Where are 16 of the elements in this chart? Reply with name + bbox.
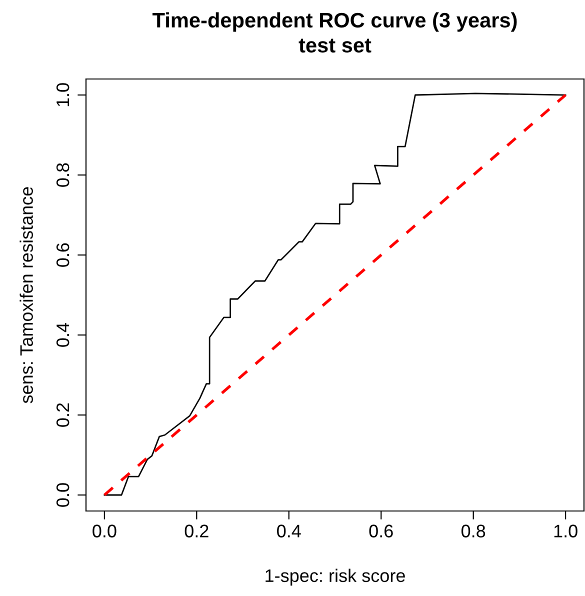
y-tick-label: 0.4 <box>56 322 70 347</box>
x-axis-title: 1-spec: risk score <box>266 568 405 586</box>
x-tick-label: 0.4 <box>277 524 301 538</box>
y-tick-label: 0.6 <box>56 243 70 267</box>
y-tick-label: 1.0 <box>56 83 70 106</box>
x-tick-label: 0.6 <box>369 524 393 538</box>
chart-subtitle: test set <box>298 38 372 53</box>
y-tick-label: 0.2 <box>56 403 70 427</box>
chart-title: Time-dependent ROC curve (3 years) <box>152 12 517 32</box>
y-tick-label: 0.0 <box>56 483 70 507</box>
y-axis-title: sens: Tamoxifen resistance <box>20 187 33 404</box>
x-tick-label: 0.0 <box>92 524 116 538</box>
x-tick-label: 1.0 <box>554 524 578 538</box>
y-tick-label: 0.8 <box>56 163 70 187</box>
x-tick-label: 0.8 <box>461 524 486 538</box>
x-tick-label: 0.2 <box>184 524 208 538</box>
